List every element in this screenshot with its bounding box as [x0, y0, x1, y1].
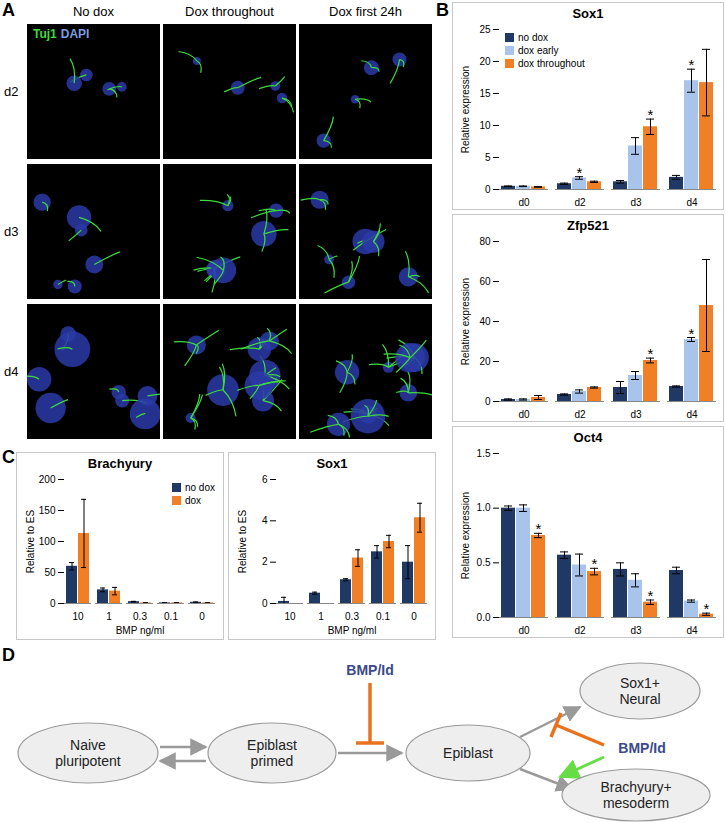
html-text:A: A — [2, 0, 15, 20]
svg-text:d3: d3 — [630, 409, 642, 420]
svg-text:4: 4 — [262, 515, 268, 526]
html-text:B: B — [436, 0, 449, 20]
svg-text:d0: d0 — [518, 197, 530, 208]
svg-text:40: 40 — [479, 316, 491, 327]
svg-text:10: 10 — [72, 611, 84, 622]
svg-text:*: * — [592, 555, 598, 572]
html-text:d3: d3 — [4, 223, 19, 239]
svg-text:0.0: 0.0 — [477, 612, 491, 623]
html-text:Zfp521: Zfp521 — [567, 218, 609, 233]
svg-text:d4: d4 — [686, 625, 698, 636]
svg-text:*: * — [648, 345, 654, 362]
html-text:Sox1: Sox1 — [316, 456, 348, 471]
svg-text:*: * — [648, 106, 654, 123]
svg-text:BMP ng/ml: BMP ng/ml — [116, 625, 165, 636]
svg-text:*: * — [689, 56, 695, 73]
svg-text:Relative expression: Relative expression — [460, 492, 471, 579]
svg-text:5: 5 — [485, 152, 491, 163]
html-text:dox throughout: dox throughout — [518, 58, 585, 69]
svg-text:Relative to ES: Relative to ES — [237, 509, 248, 573]
svg-text:d0: d0 — [518, 409, 530, 420]
svg-text:15: 15 — [479, 88, 491, 99]
html-text:Tuj1 DAPI: Tuj1 DAPI — [33, 27, 90, 41]
svg-text:pluripotent: pluripotent — [55, 753, 120, 769]
html-text:Oct4: Oct4 — [573, 430, 603, 445]
svg-text:1: 1 — [318, 611, 324, 622]
svg-text:6: 6 — [262, 474, 268, 485]
html-text:Dox first 24h: Dox first 24h — [329, 4, 402, 19]
html-text:Dox throughout: Dox throughout — [185, 4, 274, 19]
svg-text:0: 0 — [50, 598, 56, 609]
svg-text:*: * — [536, 520, 542, 537]
svg-text:60: 60 — [479, 276, 491, 287]
svg-text:0.3: 0.3 — [133, 611, 147, 622]
html-text:dox: dox — [185, 495, 202, 506]
svg-text:0.1: 0.1 — [376, 611, 390, 622]
svg-text:Neural: Neural — [619, 691, 660, 707]
svg-text:0: 0 — [199, 611, 205, 622]
svg-text:0.1: 0.1 — [164, 611, 178, 622]
svg-text:*: * — [577, 164, 583, 181]
svg-text:d3: d3 — [630, 197, 642, 208]
svg-text:d2: d2 — [574, 625, 586, 636]
svg-text:0.3: 0.3 — [345, 611, 359, 622]
svg-text:25: 25 — [479, 24, 491, 35]
html-text:d2: d2 — [4, 83, 19, 99]
svg-text:1: 1 — [106, 611, 112, 622]
svg-text:1.5: 1.5 — [477, 448, 491, 459]
svg-text:200: 200 — [39, 474, 56, 485]
svg-text:mesoderm: mesoderm — [603, 795, 669, 811]
svg-text:primed: primed — [251, 753, 294, 769]
svg-text:d3: d3 — [630, 625, 642, 636]
svg-text:Brachyury+: Brachyury+ — [600, 779, 671, 795]
html-text:d4: d4 — [4, 363, 19, 379]
svg-text:Naive: Naive — [70, 737, 106, 753]
svg-text:d4: d4 — [686, 197, 698, 208]
svg-text:d2: d2 — [574, 409, 586, 420]
svg-text:BMP/Id: BMP/Id — [346, 662, 393, 678]
html-text:D: D — [2, 645, 15, 665]
svg-text:80: 80 — [479, 236, 491, 247]
html-text:No dox: No dox — [72, 4, 115, 19]
svg-text:10: 10 — [479, 120, 491, 131]
svg-text:10: 10 — [284, 611, 296, 622]
svg-text:2: 2 — [262, 556, 268, 567]
svg-text:50: 50 — [44, 567, 56, 578]
svg-text:*: * — [704, 600, 710, 617]
svg-text:*: * — [648, 587, 654, 604]
svg-text:0.5: 0.5 — [477, 557, 491, 568]
svg-text:BMP ng/ml: BMP ng/ml — [328, 625, 377, 636]
svg-text:0: 0 — [411, 611, 417, 622]
svg-text:d4: d4 — [686, 409, 698, 420]
svg-text:Sox1+: Sox1+ — [620, 675, 660, 691]
html-text:dox early: dox early — [518, 45, 559, 56]
svg-text:0: 0 — [262, 598, 268, 609]
svg-text:20: 20 — [479, 56, 491, 67]
svg-text:Epiblast: Epiblast — [247, 737, 297, 753]
svg-text:d2: d2 — [574, 197, 586, 208]
html-text:Sox1: Sox1 — [572, 6, 604, 21]
html-text:Brachyury: Brachyury — [87, 456, 153, 471]
svg-text:1.0: 1.0 — [477, 502, 491, 513]
html-text:C: C — [2, 447, 15, 467]
svg-text:150: 150 — [39, 505, 56, 516]
html-text:no dox: no dox — [185, 482, 215, 493]
svg-text:Relative to ES: Relative to ES — [25, 509, 36, 573]
svg-text:0: 0 — [485, 184, 491, 195]
svg-text:*: * — [689, 325, 695, 342]
svg-text:Relative expression: Relative expression — [460, 66, 471, 153]
svg-text:d0: d0 — [518, 625, 530, 636]
html-text:no dox: no dox — [518, 32, 548, 43]
svg-text:Epiblast: Epiblast — [443, 745, 493, 761]
svg-text:BMP/Id: BMP/Id — [618, 740, 665, 756]
svg-text:0: 0 — [485, 396, 491, 407]
svg-text:100: 100 — [39, 536, 56, 547]
svg-text:Relative expression: Relative expression — [460, 278, 471, 365]
svg-text:20: 20 — [479, 356, 491, 367]
